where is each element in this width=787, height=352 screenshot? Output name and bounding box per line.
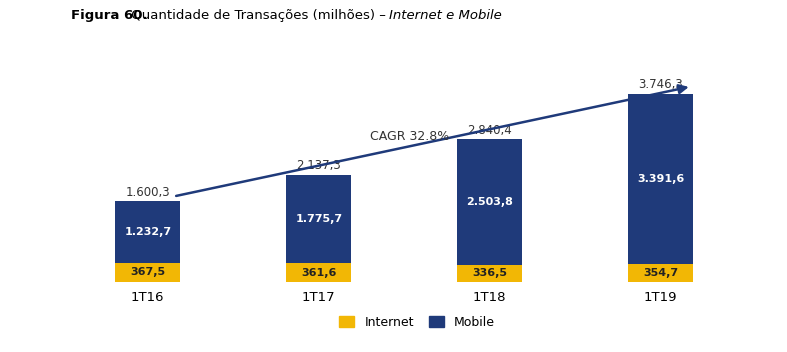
Bar [286, 264, 351, 282]
Legend: Internet, Mobile: Internet, Mobile [334, 311, 500, 334]
Text: 3.391,6: 3.391,6 [637, 174, 685, 184]
Bar [286, 175, 351, 264]
Text: Internet e Mobile: Internet e Mobile [389, 9, 501, 22]
Text: 367,5: 367,5 [130, 268, 165, 277]
Text: 354,7: 354,7 [643, 268, 678, 278]
Bar [628, 264, 693, 282]
Text: 336,5: 336,5 [472, 268, 508, 278]
Text: 3.746,3: 3.746,3 [638, 78, 683, 91]
Text: 1.232,7: 1.232,7 [124, 227, 172, 237]
Text: 1.775,7: 1.775,7 [295, 214, 342, 224]
Text: CAGR 32.8%: CAGR 32.8% [370, 130, 449, 143]
Bar [457, 139, 523, 265]
Text: Quantidade de Transações (milhões) –: Quantidade de Transações (milhões) – [127, 9, 390, 22]
Text: 1.600,3: 1.600,3 [125, 186, 170, 199]
Text: 2.137,3: 2.137,3 [297, 159, 341, 172]
Bar [115, 201, 180, 263]
Text: Figura 60.: Figura 60. [71, 9, 147, 22]
Bar [115, 263, 180, 282]
Bar [457, 265, 523, 282]
Text: 361,6: 361,6 [301, 268, 337, 277]
Text: 2.840,4: 2.840,4 [467, 124, 512, 137]
Text: 2.503,8: 2.503,8 [467, 197, 513, 207]
Bar [628, 94, 693, 264]
